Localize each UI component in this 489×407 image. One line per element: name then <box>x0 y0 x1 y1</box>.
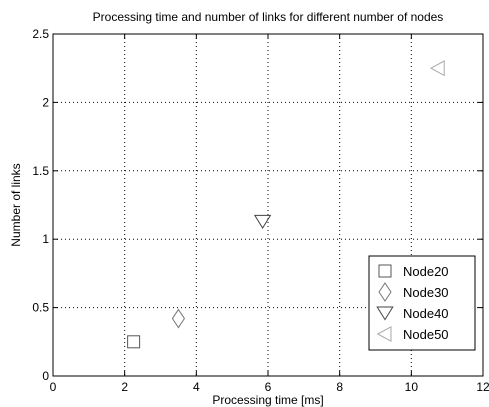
data-point-node30 <box>171 308 186 329</box>
y-tick-label: 2 <box>42 95 49 109</box>
legend-marker-node20 <box>378 264 392 278</box>
data-points <box>127 60 445 349</box>
data-point-node50 <box>429 60 445 77</box>
legend-label: Node30 <box>403 285 449 300</box>
axis-ticks: 0 2 4 6 8 10 12 0 0.5 1 1.5 2 2.5 <box>32 27 489 394</box>
legend-label: Node40 <box>403 306 449 321</box>
y-tick-label: 1 <box>42 232 49 246</box>
x-axis-label: Processing time [ms] <box>212 393 323 407</box>
legend-label: Node20 <box>403 264 449 279</box>
chart-title: Processing time and number of links for … <box>93 10 444 24</box>
x-tick-label: 0 <box>50 380 57 394</box>
legend-marker-node30 <box>378 282 392 302</box>
y-tick-label: 2.5 <box>32 27 49 41</box>
legend-label: Node50 <box>403 327 449 342</box>
x-tick-label: 2 <box>121 380 128 394</box>
y-tick-label: 0 <box>42 369 49 383</box>
x-tick-label: 6 <box>265 380 272 394</box>
y-axis-label: Number of links <box>9 163 23 246</box>
data-point-node40 <box>253 214 272 229</box>
x-tick-label: 12 <box>476 380 489 394</box>
data-point-node20 <box>127 335 141 349</box>
legend-marker-node50 <box>376 325 392 343</box>
y-tick-label: 1.5 <box>32 164 49 178</box>
legend-marker-node40 <box>376 306 394 321</box>
y-tick-label: 0.5 <box>32 301 49 315</box>
x-tick-label: 4 <box>193 380 200 394</box>
legend: Node20 Node30 Node40 Node50 <box>368 255 476 351</box>
x-tick-label: 10 <box>405 380 419 394</box>
legend-box <box>368 255 476 351</box>
x-tick-label: 8 <box>336 380 343 394</box>
